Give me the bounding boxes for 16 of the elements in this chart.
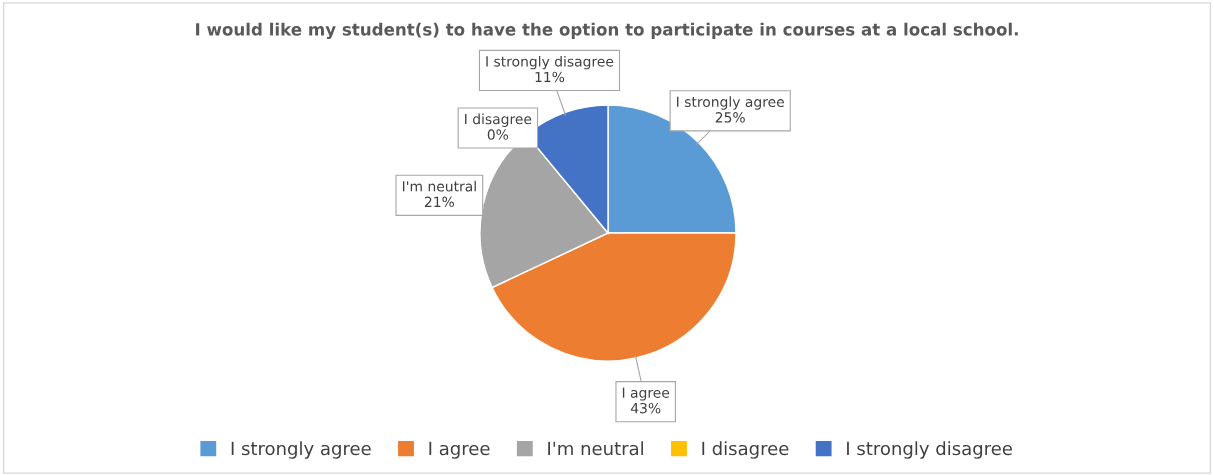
data-label: 21%	[424, 196, 455, 208]
data-label: 11%	[535, 71, 565, 83]
data-label: 25%	[715, 112, 745, 123]
category-label: I disagree	[465, 113, 532, 127]
slice-label: I strongly agree	[677, 96, 784, 110]
slice-label: I agree	[622, 387, 670, 401]
text: 0%	[487, 129, 509, 140]
legend-label: I strongly disagree	[847, 441, 1012, 459]
legend-label: I disagree	[702, 441, 789, 459]
legend-label: I agree	[429, 441, 490, 459]
legend-label: I'm neutral	[548, 441, 643, 456]
chart-title: I would like my student(s) to have the option to participate in courses at a local school.	[196, 22, 1018, 40]
legend-label: I strongly agree	[231, 441, 371, 459]
data-label: 43%	[630, 402, 661, 414]
slice-label: I'm neutral	[402, 180, 476, 192]
slice-label: I strongly disagree	[486, 55, 614, 70]
